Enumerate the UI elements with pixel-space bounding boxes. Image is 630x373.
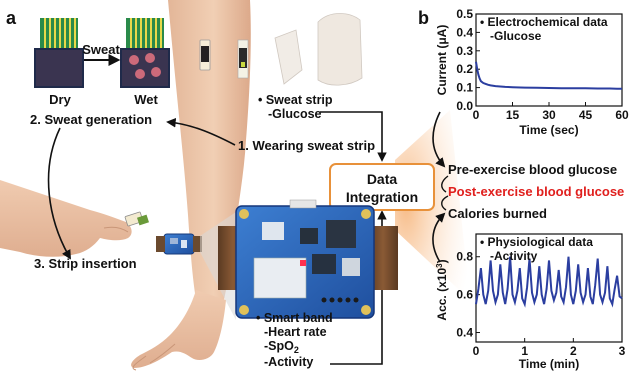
sweat-strip-item: -Glucose: [268, 107, 322, 121]
chart2-xtick-label: 1: [521, 344, 528, 358]
chart1-xtick-label: 30: [542, 108, 556, 122]
chart1-ytick-label: 0.0: [456, 99, 473, 113]
chart2-to-calories-arrow: [432, 212, 446, 263]
chart2-xtick-label: 0: [473, 344, 480, 358]
data-integration-box: [329, 163, 435, 211]
patch-sample-1: [274, 29, 303, 85]
chart2-series-line: [475, 256, 623, 308]
output-calories: Calories burned: [448, 206, 547, 221]
chart2-annotation-line2: -Activity: [490, 249, 538, 263]
wrist-band-device: [163, 233, 195, 255]
chart1-ytick-label: 0.5: [456, 7, 473, 21]
output-pre-exercise: Pre-exercise blood glucose: [448, 162, 617, 177]
activity-acceleration-chart: 0 1 2 3 0.4 0.6 0.8 • Physiological data -Acti…: [435, 233, 626, 371]
smart-band-activity: -Activity: [264, 355, 313, 369]
strip-to-integration-arrow: [320, 111, 387, 162]
step-sweat-generation: 2. Sweat generation: [30, 112, 152, 127]
chart1-ytick-label: 0.2: [456, 62, 473, 76]
dry-label: Dry: [49, 92, 71, 107]
chart1-series-line: [475, 61, 622, 90]
chart2-ytick-label: 0.4: [456, 326, 473, 340]
chart1-annotation-line2: -Glucose: [490, 29, 542, 43]
chart2-ylabel: Acc. (x103): [435, 259, 449, 320]
step-strip-insertion: 3. Strip insertion: [34, 256, 137, 271]
panel-a-letter: a: [6, 8, 17, 28]
chart2-frame: [475, 233, 623, 343]
chart1-to-pre-arrow: [432, 111, 446, 168]
integration-line1: Data: [367, 171, 398, 187]
chart2-xlabel: Time (min): [519, 357, 579, 371]
glucose-current-chart: 0 15 30 45 60 0.0 0.1 0.2 0.3 0.4 0.5 • Electroche…: [435, 7, 629, 137]
sweat-arrow-label: Sweat: [82, 42, 120, 57]
chart1-frame: [475, 13, 623, 107]
step-wearing-strip: 1. Wearing sweat strip: [238, 138, 375, 153]
smart-band-title: • Smart band: [256, 311, 333, 325]
sweat-to-insertion-arrow: [47, 127, 71, 260]
smart-band-heart-rate: -Heart rate: [264, 325, 327, 339]
integration-line2: Integration: [346, 189, 418, 205]
chart2-xtick-label: 2: [570, 344, 577, 358]
chart2-ytick-label: 0.8: [456, 250, 473, 264]
chart1-xtick-label: 0: [473, 108, 480, 122]
chart1-ytick-label: 0.3: [456, 44, 473, 58]
hand-illustration: [131, 290, 226, 368]
chart1-ylabel: Current (μA): [435, 25, 449, 96]
sweat-strip-title: • Sweat strip: [258, 93, 333, 107]
chart1-annotation-line1: • Electrochemical data: [480, 15, 608, 29]
chart1-xlabel: Time (sec): [519, 123, 578, 137]
chart1-xtick-label: 45: [579, 108, 593, 122]
chart1-xtick-label: 15: [506, 108, 520, 122]
chart2-xtick-label: 3: [619, 344, 626, 358]
chart1-ytick-label: 0.1: [456, 81, 473, 95]
wet-strip-image: [120, 18, 170, 88]
chart1-ytick-label: 0.4: [456, 25, 473, 39]
brace-lower: [441, 195, 449, 211]
inserting-hand-illustration: [0, 180, 132, 257]
smart-band-board: [218, 199, 398, 319]
output-post-exercise: Post-exercise blood glucose: [448, 184, 624, 199]
brace-upper: [441, 175, 449, 193]
patch-sample-2: [317, 13, 363, 86]
panel-b-letter: b: [418, 8, 429, 28]
chart1-xtick-label: 60: [615, 108, 629, 122]
wearing-to-sweat-arrow: [166, 117, 236, 146]
chart2-ytick-label: 0.6: [456, 288, 473, 302]
wet-label: Wet: [134, 92, 158, 107]
smart-band-spo2: -SpO2: [264, 339, 299, 355]
dry-strip-image: [34, 18, 84, 88]
chart2-annotation-line1: • Physiological data: [480, 235, 593, 249]
